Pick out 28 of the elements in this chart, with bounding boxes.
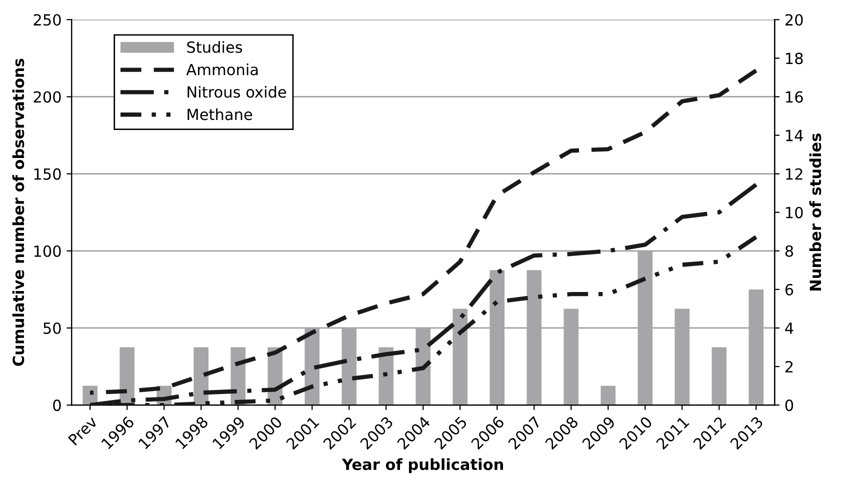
- y2-tick-label: 2: [785, 360, 793, 372]
- y-tick-label: 150: [34, 168, 61, 180]
- y2-tick-label: 20: [785, 14, 803, 26]
- y2-tick-label: 18: [786, 52, 803, 64]
- y2-tick-label: 0: [785, 400, 794, 412]
- y2-tick-label: 12: [786, 168, 802, 180]
- y2-tick-label: 14: [786, 130, 803, 142]
- x-axis-title: Year of publication: [342, 458, 503, 474]
- bar: [194, 347, 208, 406]
- bar: [600, 386, 616, 406]
- legend-label: Methane: [188, 108, 252, 120]
- y-axis-title: Cumulative number of observations: [12, 58, 24, 366]
- y2-axis-title: Number of studies: [809, 134, 822, 290]
- y2-tick-label: 4: [785, 322, 794, 334]
- legend-label: Nitrous oxide: [188, 86, 286, 98]
- legend-label: Studies: [187, 41, 242, 53]
- bar: [378, 347, 394, 406]
- bar: [712, 347, 727, 406]
- y2-tick-label: 6: [785, 284, 794, 296]
- y-tick-label: 250: [34, 14, 61, 26]
- y-tick-label: 200: [34, 91, 61, 103]
- y-tick-label: 100: [34, 245, 61, 257]
- y2-tick-label: 8: [785, 245, 794, 257]
- y-tick-label: 50: [44, 322, 61, 334]
- y-tick-label: 0: [53, 400, 61, 412]
- y2-tick-label: 16: [786, 91, 803, 103]
- legend-label: Ammonia: [186, 64, 258, 76]
- y2-tick-label: 10: [786, 206, 803, 218]
